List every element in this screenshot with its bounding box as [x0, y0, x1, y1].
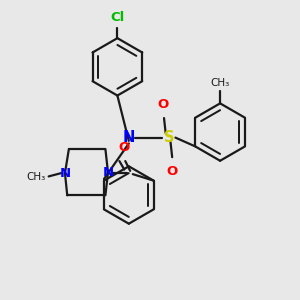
Text: CH₃: CH₃ — [27, 172, 46, 182]
Text: O: O — [119, 141, 130, 154]
Text: S: S — [164, 130, 174, 145]
Text: N: N — [59, 167, 70, 180]
Text: O: O — [158, 98, 169, 110]
Text: N: N — [102, 166, 114, 179]
Text: N: N — [123, 130, 135, 145]
Text: Cl: Cl — [110, 11, 124, 25]
Text: O: O — [167, 165, 178, 178]
Text: CH₃: CH₃ — [211, 78, 230, 88]
